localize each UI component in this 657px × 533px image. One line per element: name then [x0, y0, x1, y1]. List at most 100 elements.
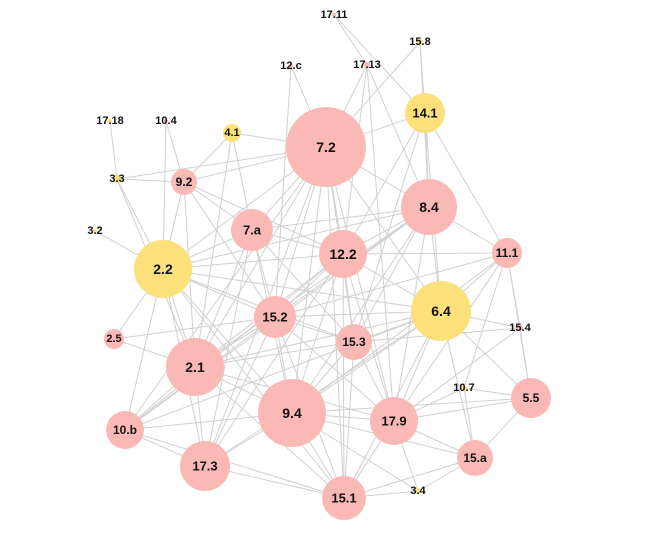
edge-7.2-2.1: [194, 146, 327, 368]
node-circle-2.2[interactable]: [134, 240, 192, 298]
node-9.4[interactable]: 9.4: [258, 379, 326, 447]
node-circle-15.a[interactable]: [457, 440, 493, 476]
node-2.1[interactable]: 2.1: [166, 338, 224, 396]
node-label-10.7: 10.7: [453, 382, 474, 394]
node-circle-15.1[interactable]: [322, 476, 366, 520]
node-circle-17.18[interactable]: [108, 119, 112, 123]
node-label-3.4: 3.4: [410, 485, 426, 497]
node-10.7[interactable]: 10.7: [453, 382, 474, 394]
edge-2.2-6.4: [162, 268, 442, 312]
node-10.4[interactable]: 10.4: [155, 115, 177, 127]
edge-12.2-17.3: [204, 253, 344, 467]
node-5.5[interactable]: 5.5: [511, 378, 551, 418]
node-15.3[interactable]: 15.3: [336, 324, 372, 360]
node-3.3[interactable]: 3.3: [109, 173, 124, 185]
node-15.8[interactable]: 15.8: [409, 36, 430, 48]
node-17.3[interactable]: 17.3: [180, 441, 230, 491]
node-label-17.18: 17.18: [96, 115, 124, 127]
node-label-8.4: 8.4: [419, 199, 439, 215]
node-12.c[interactable]: 12.c: [280, 60, 301, 72]
node-label-2.2: 2.2: [153, 261, 173, 277]
node-label-10.4: 10.4: [155, 115, 177, 127]
node-7.a[interactable]: 7.a: [231, 209, 273, 251]
node-circle-10.7[interactable]: [461, 385, 467, 391]
node-label-15.8: 15.8: [409, 36, 430, 48]
node-label-12.c: 12.c: [280, 60, 301, 72]
edge-10.b-15.1: [124, 429, 345, 499]
edge-12.2-15.1: [342, 253, 345, 499]
node-circle-10.4[interactable]: [164, 119, 168, 123]
edge-11.1-15.2: [274, 252, 508, 318]
node-circle-8.4[interactable]: [401, 179, 457, 235]
node-4.1[interactable]: 4.1: [223, 124, 241, 142]
edge-15.a-15.1: [343, 457, 476, 499]
node-11.1[interactable]: 11.1: [492, 238, 522, 268]
node-9.2[interactable]: 9.2: [171, 169, 197, 195]
node-circle-12.2[interactable]: [319, 230, 367, 278]
node-2.5[interactable]: 2.5: [104, 329, 124, 349]
node-circle-3.2[interactable]: [93, 229, 97, 233]
node-15.a[interactable]: 15.a: [457, 440, 493, 476]
node-circle-7.a[interactable]: [231, 209, 273, 251]
node-15.2[interactable]: 15.2: [254, 296, 296, 338]
edge-7.2-10.b: [124, 146, 327, 431]
edge-8.4-2.2: [162, 206, 430, 270]
node-17.9[interactable]: 17.9: [370, 397, 418, 445]
node-3.4[interactable]: 3.4: [410, 485, 426, 497]
node-10.b[interactable]: 10.b: [106, 411, 144, 449]
node-15.1[interactable]: 15.1: [322, 476, 366, 520]
node-label-15.2: 15.2: [262, 310, 287, 325]
edge-9.2-15.2: [183, 181, 276, 318]
edge-2.2-15.1: [162, 268, 345, 499]
edge-12.2-10.b: [124, 253, 344, 431]
node-7.2[interactable]: 7.2: [286, 107, 366, 187]
node-2.2[interactable]: 2.2: [134, 240, 192, 298]
node-label-17.9: 17.9: [381, 414, 406, 429]
edge-12.2-11.1: [342, 252, 508, 255]
node-circle-17.11[interactable]: [332, 13, 336, 17]
node-circle-7.2[interactable]: [286, 107, 366, 187]
edge-15.2-17.3: [204, 316, 276, 467]
edge-17.11-14.1: [333, 14, 426, 114]
node-circle-2.1[interactable]: [166, 338, 224, 396]
node-circle-3.3[interactable]: [113, 175, 121, 183]
node-label-15.a: 15.a: [463, 451, 487, 465]
node-circle-15.8[interactable]: [417, 39, 423, 45]
node-circle-15.2[interactable]: [254, 296, 296, 338]
node-circle-15.3[interactable]: [336, 324, 372, 360]
node-17.13[interactable]: 17.13: [353, 59, 381, 71]
edge-7.2-17.9: [325, 146, 395, 422]
node-12.2[interactable]: 12.2: [319, 230, 367, 278]
node-circle-17.9[interactable]: [370, 397, 418, 445]
node-3.2[interactable]: 3.2: [87, 225, 102, 237]
node-circle-9.2[interactable]: [171, 169, 197, 195]
node-circle-10.b[interactable]: [106, 411, 144, 449]
node-circle-2.5[interactable]: [104, 329, 124, 349]
edge-14.1-12.2: [342, 112, 426, 255]
node-circle-4.1[interactable]: [223, 124, 241, 142]
node-label-3.2: 3.2: [87, 225, 102, 237]
node-circle-15.4[interactable]: [517, 325, 523, 331]
edge-7.2-15.1: [325, 146, 345, 499]
node-circle-9.4[interactable]: [258, 379, 326, 447]
node-circle-17.13[interactable]: [364, 62, 370, 68]
node-15.4[interactable]: 15.4: [509, 322, 531, 334]
edge-8.4-2.1: [194, 206, 430, 368]
node-circle-3.4[interactable]: [415, 488, 421, 494]
node-label-14.1: 14.1: [412, 106, 437, 121]
node-label-7.a: 7.a: [243, 223, 262, 238]
node-circle-11.1[interactable]: [492, 238, 522, 268]
node-6.4[interactable]: 6.4: [411, 281, 471, 341]
node-circle-17.3[interactable]: [180, 441, 230, 491]
node-14.1[interactable]: 14.1: [405, 93, 445, 133]
node-circle-12.c[interactable]: [289, 64, 293, 68]
node-label-6.4: 6.4: [431, 303, 451, 319]
node-circle-14.1[interactable]: [405, 93, 445, 133]
node-17.18[interactable]: 17.18: [96, 115, 124, 127]
node-8.4[interactable]: 8.4: [401, 179, 457, 235]
node-17.11[interactable]: 17.11: [321, 9, 348, 21]
node-circle-5.5[interactable]: [511, 378, 551, 418]
node-circle-6.4[interactable]: [411, 281, 471, 341]
edge-17.11-17.13: [333, 14, 368, 66]
